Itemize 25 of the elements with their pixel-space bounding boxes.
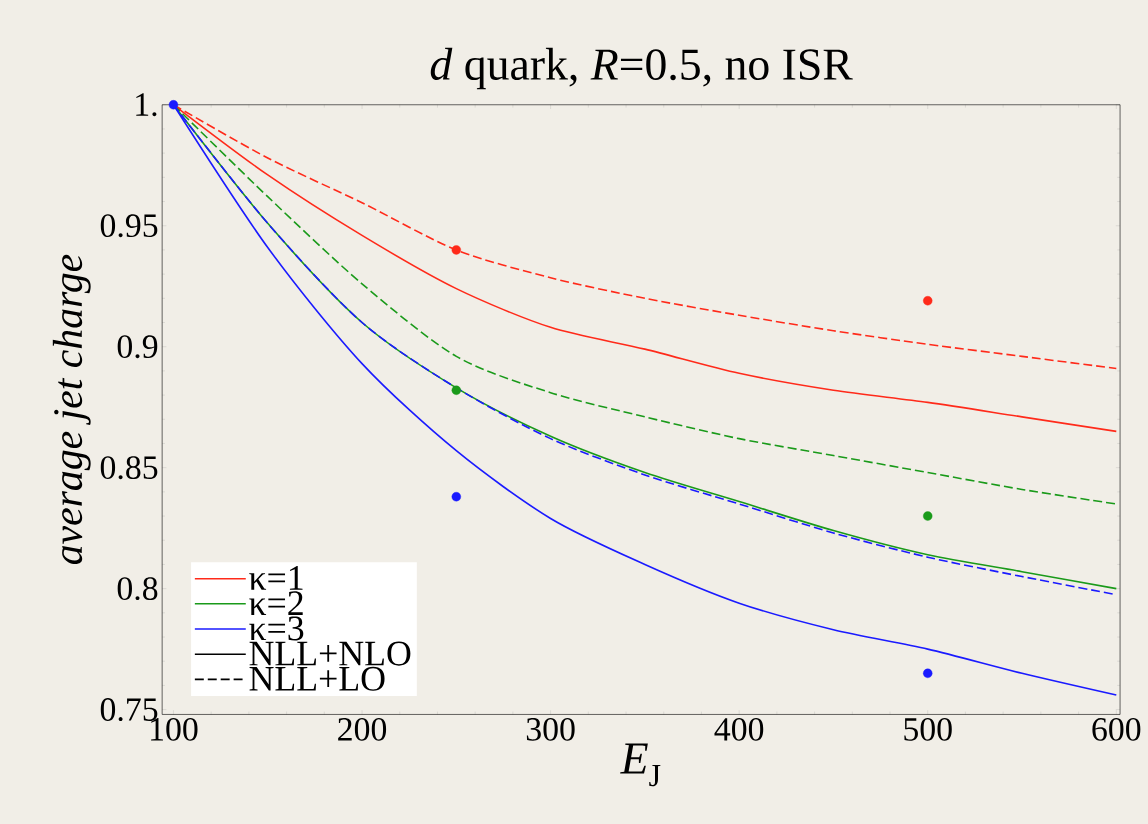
point	[923, 668, 933, 678]
point	[168, 100, 179, 110]
point	[923, 295, 933, 306]
chart-title: d quark, R=0.5, no ISR	[430, 47, 853, 90]
legend-label: κ=1	[249, 566, 303, 590]
point	[451, 491, 461, 502]
x-tick-label: 500	[904, 717, 952, 741]
y-axis-title: average jet charge	[52, 254, 91, 564]
y-tick-label: 0.95	[100, 214, 158, 238]
x-axis-title: E$_{J}$	[620, 743, 661, 787]
x-tick-label: 600	[1092, 717, 1141, 741]
legend-label: κ=3	[249, 616, 304, 641]
y-tick-label: 1.	[136, 93, 157, 117]
legend-label: NLL+NLO	[249, 641, 411, 666]
x-tick-label: 200	[338, 717, 387, 741]
point	[451, 245, 461, 255]
y-tick-label: 0.85	[100, 456, 158, 480]
x-tick-label: 400	[714, 717, 764, 741]
y-tick-label: 0.8	[117, 577, 158, 601]
y-tick-label: 0.9	[117, 335, 158, 359]
legend-label: NLL+LO	[249, 666, 385, 691]
point	[451, 385, 461, 395]
point	[923, 511, 933, 521]
x-tick-label: 300	[526, 717, 575, 741]
legend-label: κ=2	[249, 591, 303, 615]
